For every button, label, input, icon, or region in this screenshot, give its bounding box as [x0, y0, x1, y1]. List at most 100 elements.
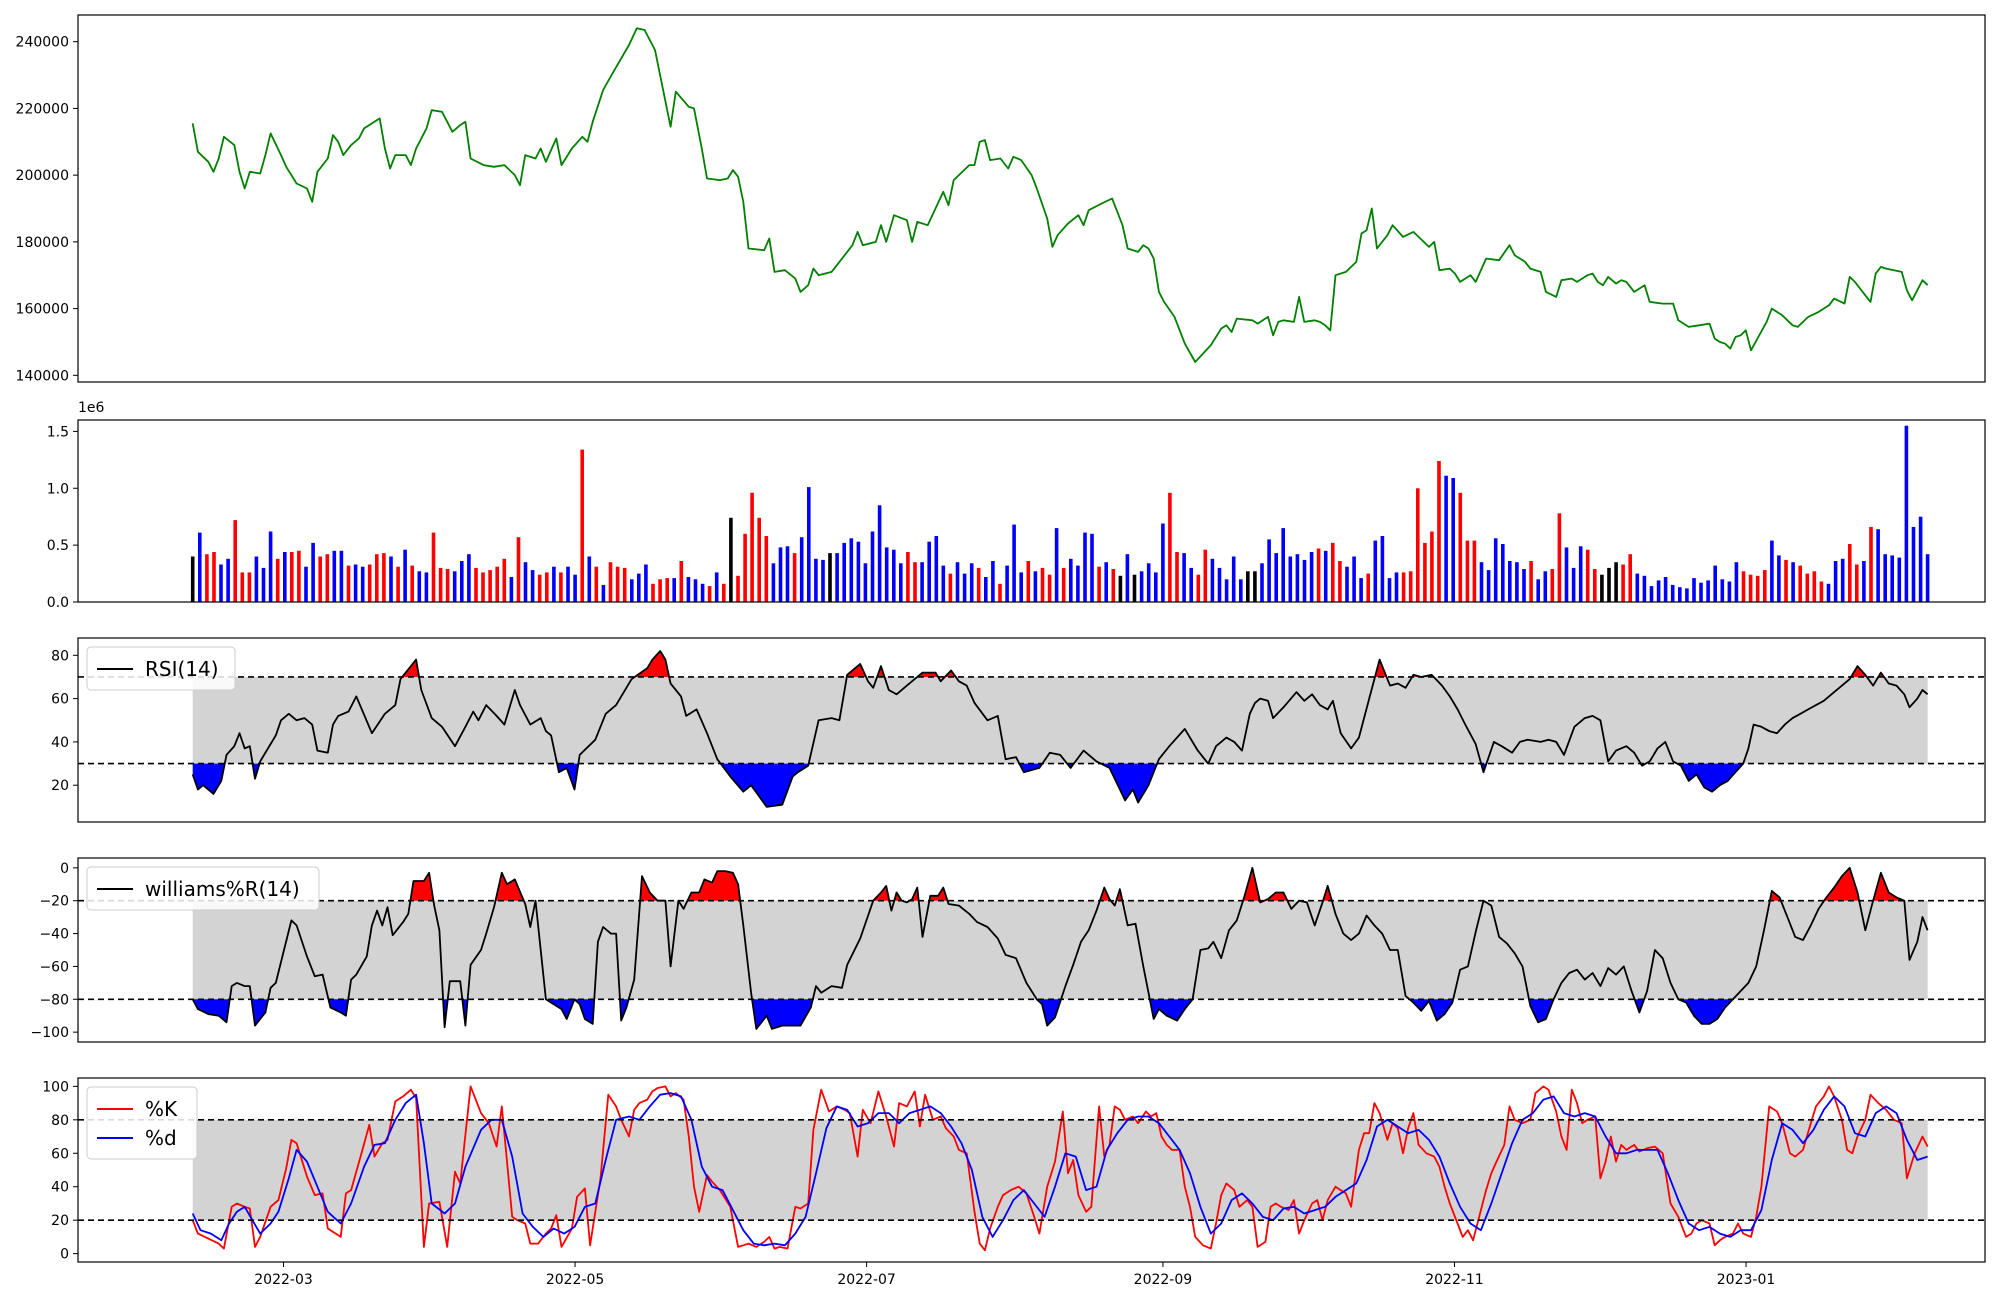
- volume-bar: [1600, 574, 1604, 602]
- volume-bar: [821, 559, 825, 602]
- volume-bar: [665, 578, 669, 602]
- volume-bar: [1239, 579, 1243, 603]
- oversold-fill: [251, 999, 269, 1026]
- y-tick-label: 80: [51, 1113, 69, 1129]
- legend-box: [86, 1086, 198, 1160]
- volume-bar: [1005, 565, 1009, 602]
- volume-bar: [552, 566, 556, 602]
- volume-bar: [1663, 577, 1668, 602]
- volume-bar: [948, 573, 953, 602]
- volume-bar: [1359, 578, 1363, 602]
- overbought-fill: [1824, 867, 1860, 901]
- volume-bar: [941, 565, 946, 602]
- y-tick-label: 240000: [16, 35, 69, 51]
- x-tick-label: 2022-03: [254, 1272, 313, 1288]
- volume-bar: [799, 537, 804, 602]
- volume-bar: [637, 573, 641, 602]
- volume-bar: [1522, 569, 1526, 602]
- volume-bar: [927, 541, 931, 602]
- neutral-band: [192, 900, 1928, 1000]
- legend-box: [86, 866, 320, 911]
- volume-bar: [722, 583, 726, 602]
- volume-bar: [1012, 524, 1016, 602]
- volume-bar: [807, 487, 811, 602]
- volume-bar: [367, 564, 372, 602]
- volume-bar: [375, 554, 379, 602]
- volume-bar: [651, 583, 655, 602]
- volume-bar: [998, 583, 1002, 602]
- volume-bar: [1224, 579, 1229, 603]
- legend-label: %K: [145, 1097, 178, 1121]
- legend-box: [86, 646, 236, 691]
- volume-bar: [445, 569, 450, 602]
- volume-bar: [686, 577, 691, 602]
- volume-bar: [495, 566, 499, 602]
- volume-bar: [1260, 563, 1264, 602]
- volume-bar: [1678, 587, 1682, 602]
- volume-bar: [870, 531, 875, 602]
- volume-bar: [1182, 553, 1186, 602]
- volume-bar: [1621, 564, 1625, 602]
- volume-bar: [268, 531, 273, 602]
- volume-bar: [1876, 529, 1880, 602]
- volume-bar: [410, 565, 414, 602]
- volume-bar: [1862, 561, 1866, 602]
- volume-bar: [460, 561, 464, 602]
- y-tick-label: 0: [60, 1247, 69, 1263]
- volume-bar: [1387, 578, 1392, 602]
- y-tick-label: 160000: [16, 302, 69, 318]
- y-tick-label: 60: [51, 692, 69, 708]
- oversold-fill: [720, 763, 809, 807]
- volume-bar: [1231, 556, 1236, 602]
- volume-bar: [1486, 570, 1491, 602]
- volume-bar: [318, 556, 322, 602]
- volume-bar: [1338, 561, 1342, 602]
- volume-bar: [1727, 581, 1732, 602]
- volume-bar: [559, 572, 563, 602]
- panel-volume: 0.0 0.5 1.0 1.5 1e6: [47, 400, 1986, 611]
- overbought-fill: [1873, 872, 1905, 901]
- volume-bar: [1911, 526, 1916, 602]
- volume-bar: [275, 558, 280, 602]
- y-tick-label: 1.5: [47, 424, 69, 440]
- volume-bar: [545, 572, 549, 602]
- volume-bar: [219, 564, 223, 602]
- x-tick-label: 2022-09: [1134, 1272, 1193, 1288]
- volume-bar: [622, 567, 627, 602]
- volume-bar: [1076, 565, 1080, 602]
- volume-bar: [1840, 558, 1845, 602]
- volume-bar: [1444, 475, 1448, 602]
- volume-bar: [1154, 572, 1158, 602]
- volume-bar: [1345, 566, 1349, 602]
- volume-bar: [1571, 567, 1576, 602]
- volume-bar: [1748, 574, 1753, 602]
- axes-frame: [77, 14, 1986, 383]
- volume-bar: [1210, 558, 1215, 602]
- y-tick-label: 100: [42, 1079, 69, 1095]
- volume-bar: [360, 566, 365, 602]
- y-offset-label: 1e6: [78, 400, 105, 416]
- volume-bar: [991, 561, 995, 602]
- volume-bar: [1855, 564, 1859, 602]
- volume-bar: [1246, 571, 1250, 602]
- volume-bar: [644, 564, 648, 602]
- volume-bar: [892, 549, 896, 602]
- volume-bar: [792, 553, 797, 602]
- volume-bar: [396, 566, 400, 602]
- volume-bar: [1054, 528, 1059, 602]
- volume-bar: [502, 558, 507, 602]
- volume-bar: [1649, 586, 1654, 602]
- volume-bar: [1670, 584, 1675, 602]
- volume-bar: [1253, 571, 1257, 602]
- volume-bar: [240, 572, 245, 602]
- volume-bar: [615, 566, 620, 602]
- volume-bar: [1465, 540, 1470, 602]
- volume-bar: [509, 577, 514, 602]
- volume-bar: [1401, 572, 1406, 602]
- volume-bar: [1451, 478, 1455, 602]
- volume-bar: [1309, 552, 1314, 602]
- volume-bar: [1741, 571, 1746, 602]
- axes-frame: [77, 637, 1986, 823]
- volume-bar: [1090, 533, 1094, 603]
- volume-bar: [1777, 555, 1781, 602]
